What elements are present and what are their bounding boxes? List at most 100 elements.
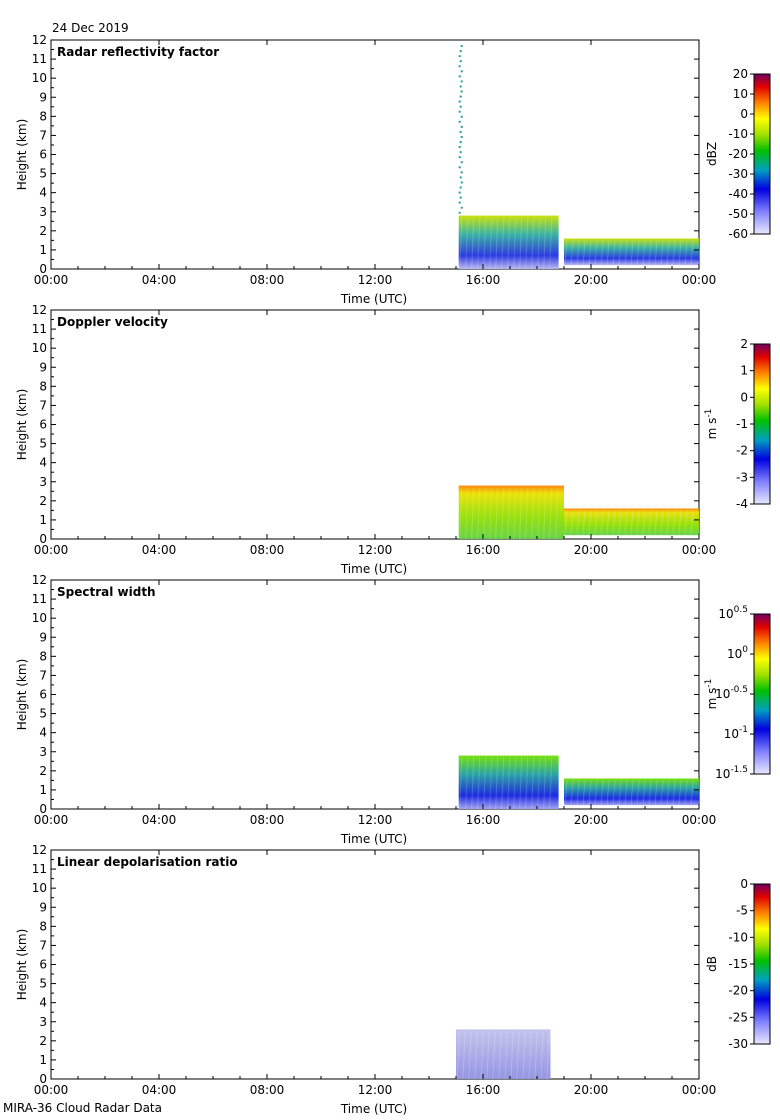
- echo-streak: [501, 487, 505, 540]
- x-tick-label: 00:00: [682, 543, 717, 557]
- echo-streak: [489, 487, 493, 540]
- y-tick-label: 0: [39, 802, 47, 816]
- echo-streak: [513, 757, 517, 810]
- echo-streak: [471, 487, 475, 540]
- echo-streak: [528, 1031, 532, 1080]
- echo-streak: [507, 757, 511, 810]
- y-tick-label: 12: [32, 303, 47, 317]
- colorbar-tick-label: 0: [740, 877, 748, 891]
- echo-streak: [501, 217, 505, 270]
- echo-streak: [582, 780, 586, 806]
- x-tick-label: 16:00: [466, 1083, 501, 1097]
- echo-streak: [510, 1031, 514, 1080]
- x-tick-label: 20:00: [574, 813, 609, 827]
- y-tick-label: 2: [39, 1034, 47, 1048]
- y-tick-label: 9: [39, 90, 47, 104]
- echo-streak: [618, 510, 622, 536]
- echo-streak: [534, 1031, 538, 1080]
- x-tick-label: 12:00: [358, 543, 393, 557]
- colorbar-tick-label: -15: [728, 957, 748, 971]
- echo-streak: [606, 780, 610, 806]
- echo-point: [458, 65, 461, 68]
- echo-point: [459, 95, 462, 98]
- echo-streak: [570, 780, 574, 806]
- echo-streak: [678, 240, 682, 266]
- colorbar-tick-label: -40: [728, 187, 748, 201]
- echo-streak: [618, 240, 622, 266]
- y-tick-label: 4: [39, 996, 47, 1010]
- y-tick-label: 10: [32, 341, 47, 355]
- x-tick-label: 20:00: [574, 543, 609, 557]
- echo-streak: [531, 757, 535, 810]
- y-tick-label: 6: [39, 958, 47, 972]
- echo-streak: [642, 240, 646, 266]
- echo-streak: [489, 757, 493, 810]
- y-tick-label: 8: [39, 379, 47, 393]
- echo-streak: [540, 1031, 544, 1080]
- echo-point: [458, 211, 461, 214]
- echo-point: [460, 181, 463, 184]
- y-tick-label: 0: [39, 1072, 47, 1086]
- echo-streak: [666, 240, 670, 266]
- echo-streak: [684, 780, 688, 806]
- echo-point: [458, 166, 461, 169]
- echo-streak: [564, 240, 568, 266]
- echo-streak: [606, 240, 610, 266]
- echo-region-1: [456, 1029, 551, 1079]
- y-tick-label: 11: [32, 322, 47, 336]
- echo-streak: [624, 510, 628, 536]
- echo-streak: [543, 217, 547, 270]
- echo-point: [458, 146, 461, 149]
- echo-streak: [630, 510, 634, 536]
- y-tick-label: 11: [32, 52, 47, 66]
- echo-streak: [642, 510, 646, 536]
- echo-point: [460, 115, 463, 118]
- echo-streak: [537, 487, 541, 540]
- plot-frame: [50, 579, 700, 810]
- colorbar-tick-label: -30: [728, 167, 748, 181]
- echo-point: [458, 55, 461, 58]
- y-tick-label: 12: [32, 843, 47, 857]
- echo-point: [459, 105, 462, 108]
- colorbar-tick-label: -5: [736, 904, 748, 918]
- echo-streak: [486, 1031, 490, 1080]
- x-tick-label: 08:00: [250, 1083, 285, 1097]
- echo-region-2: [564, 238, 699, 266]
- y-tick-label: 2: [39, 764, 47, 778]
- x-tick-label: 12:00: [358, 813, 393, 827]
- y-tick-label: 3: [39, 745, 47, 759]
- echo-streak: [537, 217, 541, 270]
- echo-point: [459, 85, 462, 88]
- x-tick-label: 20:00: [574, 1083, 609, 1097]
- colorbar-tick-label: 10-0.5: [715, 685, 748, 701]
- echo-streak: [606, 510, 610, 536]
- echo-streak: [690, 240, 694, 266]
- echo-streak: [636, 510, 640, 536]
- echo-streak: [477, 757, 481, 810]
- y-tick-label: 9: [39, 630, 47, 644]
- y-tick-label: 9: [39, 360, 47, 374]
- y-tick-label: 5: [39, 167, 47, 181]
- y-tick-label: 12: [32, 33, 47, 47]
- echo-streak: [465, 217, 469, 270]
- echo-streak: [459, 757, 463, 810]
- panel-title: Spectral width: [57, 585, 156, 599]
- y-tick-label: 5: [39, 707, 47, 721]
- echo-streak: [654, 240, 658, 266]
- y-tick-label: 5: [39, 437, 47, 451]
- x-tick-label: 00:00: [34, 813, 69, 827]
- y-tick-label: 5: [39, 977, 47, 991]
- echo-streak: [582, 240, 586, 266]
- colorbar-tick-label: -3: [736, 470, 748, 484]
- y-tick-label: 6: [39, 148, 47, 162]
- x-tick-label: 04:00: [142, 813, 177, 827]
- echo-streak: [690, 510, 694, 536]
- echo-streak: [456, 1031, 460, 1080]
- x-tick-label: 16:00: [466, 273, 501, 287]
- echo-point: [458, 120, 461, 123]
- colorbar-tick-label: 10-1: [724, 725, 748, 741]
- x-tick-label: 00:00: [34, 1083, 69, 1097]
- echo-streak: [576, 510, 580, 536]
